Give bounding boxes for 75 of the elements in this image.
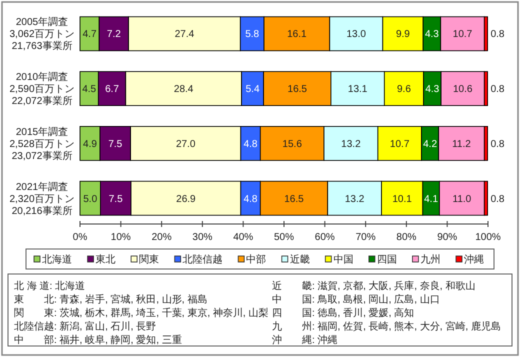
legend-label: 近畿: [290, 254, 310, 266]
data-label: 4.1: [424, 194, 438, 205]
text: 四 国: 徳島, 香川, 愛媛, 高知: [272, 307, 414, 319]
data-label: 13.2: [341, 138, 362, 150]
text: 近 畿: 滋賀, 京都, 大阪, 兵庫, 奈良, 和歌山: [272, 280, 476, 292]
data-label: 15.6: [282, 138, 302, 150]
data-label: 5.8: [245, 29, 260, 40]
data-label: 10.6: [452, 84, 473, 96]
x-tick-label: 100%: [475, 232, 501, 243]
x-tick-label: 40%: [233, 232, 254, 243]
data-label: 7.5: [108, 138, 123, 150]
text: 北 海 道: 北海道: [14, 280, 86, 292]
text: 関 東: 茨城, 栃木, 群馬, 埼玉, 千葉, 東京, 神奈川, 山梨: [14, 307, 268, 319]
text: 中 部: 福井, 岐阜, 静岡, 愛知, 三重: [14, 334, 182, 346]
legend-label: 九州: [420, 254, 440, 266]
data-label: 13.0: [346, 29, 366, 40]
data-label: 28.4: [174, 84, 194, 96]
data-label: 4.8: [244, 138, 258, 150]
data-label: 27.4: [174, 29, 195, 40]
text: 中 国: 鳥取, 島根, 岡山, 広島, 山口: [272, 294, 440, 306]
data-label: 10.7: [390, 138, 410, 150]
data-label: 10.1: [392, 194, 412, 205]
data-label: 4.2: [423, 138, 438, 150]
data-label: 9.9: [396, 29, 410, 40]
data-label: 9.6: [397, 84, 412, 96]
text: 北陸信越: 新潟, 富山, 石川, 長野: [14, 320, 156, 332]
data-label: 13.1: [348, 84, 368, 96]
data-label: 7.2: [106, 29, 122, 40]
y-tick-label: 2010年調査 2,590百万トン 22,072事業所: [9, 71, 75, 108]
x-tick-label: 30%: [192, 232, 213, 243]
data-label: 13.2: [344, 194, 365, 205]
data-label: 7.5: [108, 194, 124, 205]
data-label: 5.0: [83, 194, 98, 205]
x-tick-label: 20%: [152, 232, 172, 243]
data-label: 4.9: [83, 138, 98, 150]
x-tick-label: 60%: [314, 232, 335, 243]
x-tick-label: 50%: [274, 232, 294, 243]
legend-label: 沖縄: [464, 254, 484, 266]
legend-label: 中部: [246, 254, 266, 266]
data-label: 4.8: [244, 194, 258, 205]
data-label: 11.2: [452, 138, 472, 150]
legend-label: 四国: [376, 254, 397, 266]
x-tick-label: 0%: [72, 232, 88, 243]
text: 東 北: 青森, 岩手, 宮城, 秋田, 山形, 福島: [14, 294, 208, 306]
data-label: 0.8: [490, 138, 505, 150]
x-tick-label: 70%: [356, 232, 376, 243]
data-label: 16.5: [284, 194, 304, 205]
data-label: 26.9: [176, 194, 196, 205]
x-tick-label: 80%: [396, 232, 417, 243]
data-label: 4.3: [424, 29, 440, 40]
legend-label: 関東: [139, 254, 160, 266]
legend-label: 北陸信越: [182, 254, 223, 266]
legend-label: 北海道: [42, 254, 72, 266]
data-label: 10.7: [452, 29, 473, 40]
data-label: 0.8: [490, 84, 505, 96]
data-label: 5.4: [246, 84, 260, 96]
data-label: 4.3: [425, 84, 440, 96]
data-label: 16.1: [287, 29, 308, 40]
data-label: 27.0: [176, 138, 196, 150]
data-label: 0.8: [490, 29, 505, 40]
data-label: 4.7: [82, 29, 97, 40]
legend-label: 中国: [333, 254, 354, 266]
legend-label: 東北: [96, 254, 116, 266]
text: 沖 縄: 沖縄: [272, 334, 338, 346]
data-label: 4.5: [82, 84, 97, 96]
x-tick-label: 90%: [437, 232, 458, 243]
data-label: 6.7: [105, 84, 120, 96]
data-label: 0.8: [490, 194, 505, 205]
y-tick-label: 2005年調査 3,062百万トン 21,763事業所: [9, 16, 75, 52]
data-label: 16.5: [288, 84, 308, 96]
x-tick-label: 10%: [110, 232, 131, 243]
y-tick-label: 2015年調査 2,528百万トン 23,072事業所: [9, 126, 75, 162]
y-tick-label: 2021年調査 2,320百万トン 20,216事業所: [9, 180, 75, 217]
data-label: 11.0: [452, 194, 472, 205]
text: 九 州: 福岡, 佐賀, 長崎, 熊本, 大分, 宮崎, 鹿児島: [272, 320, 501, 332]
